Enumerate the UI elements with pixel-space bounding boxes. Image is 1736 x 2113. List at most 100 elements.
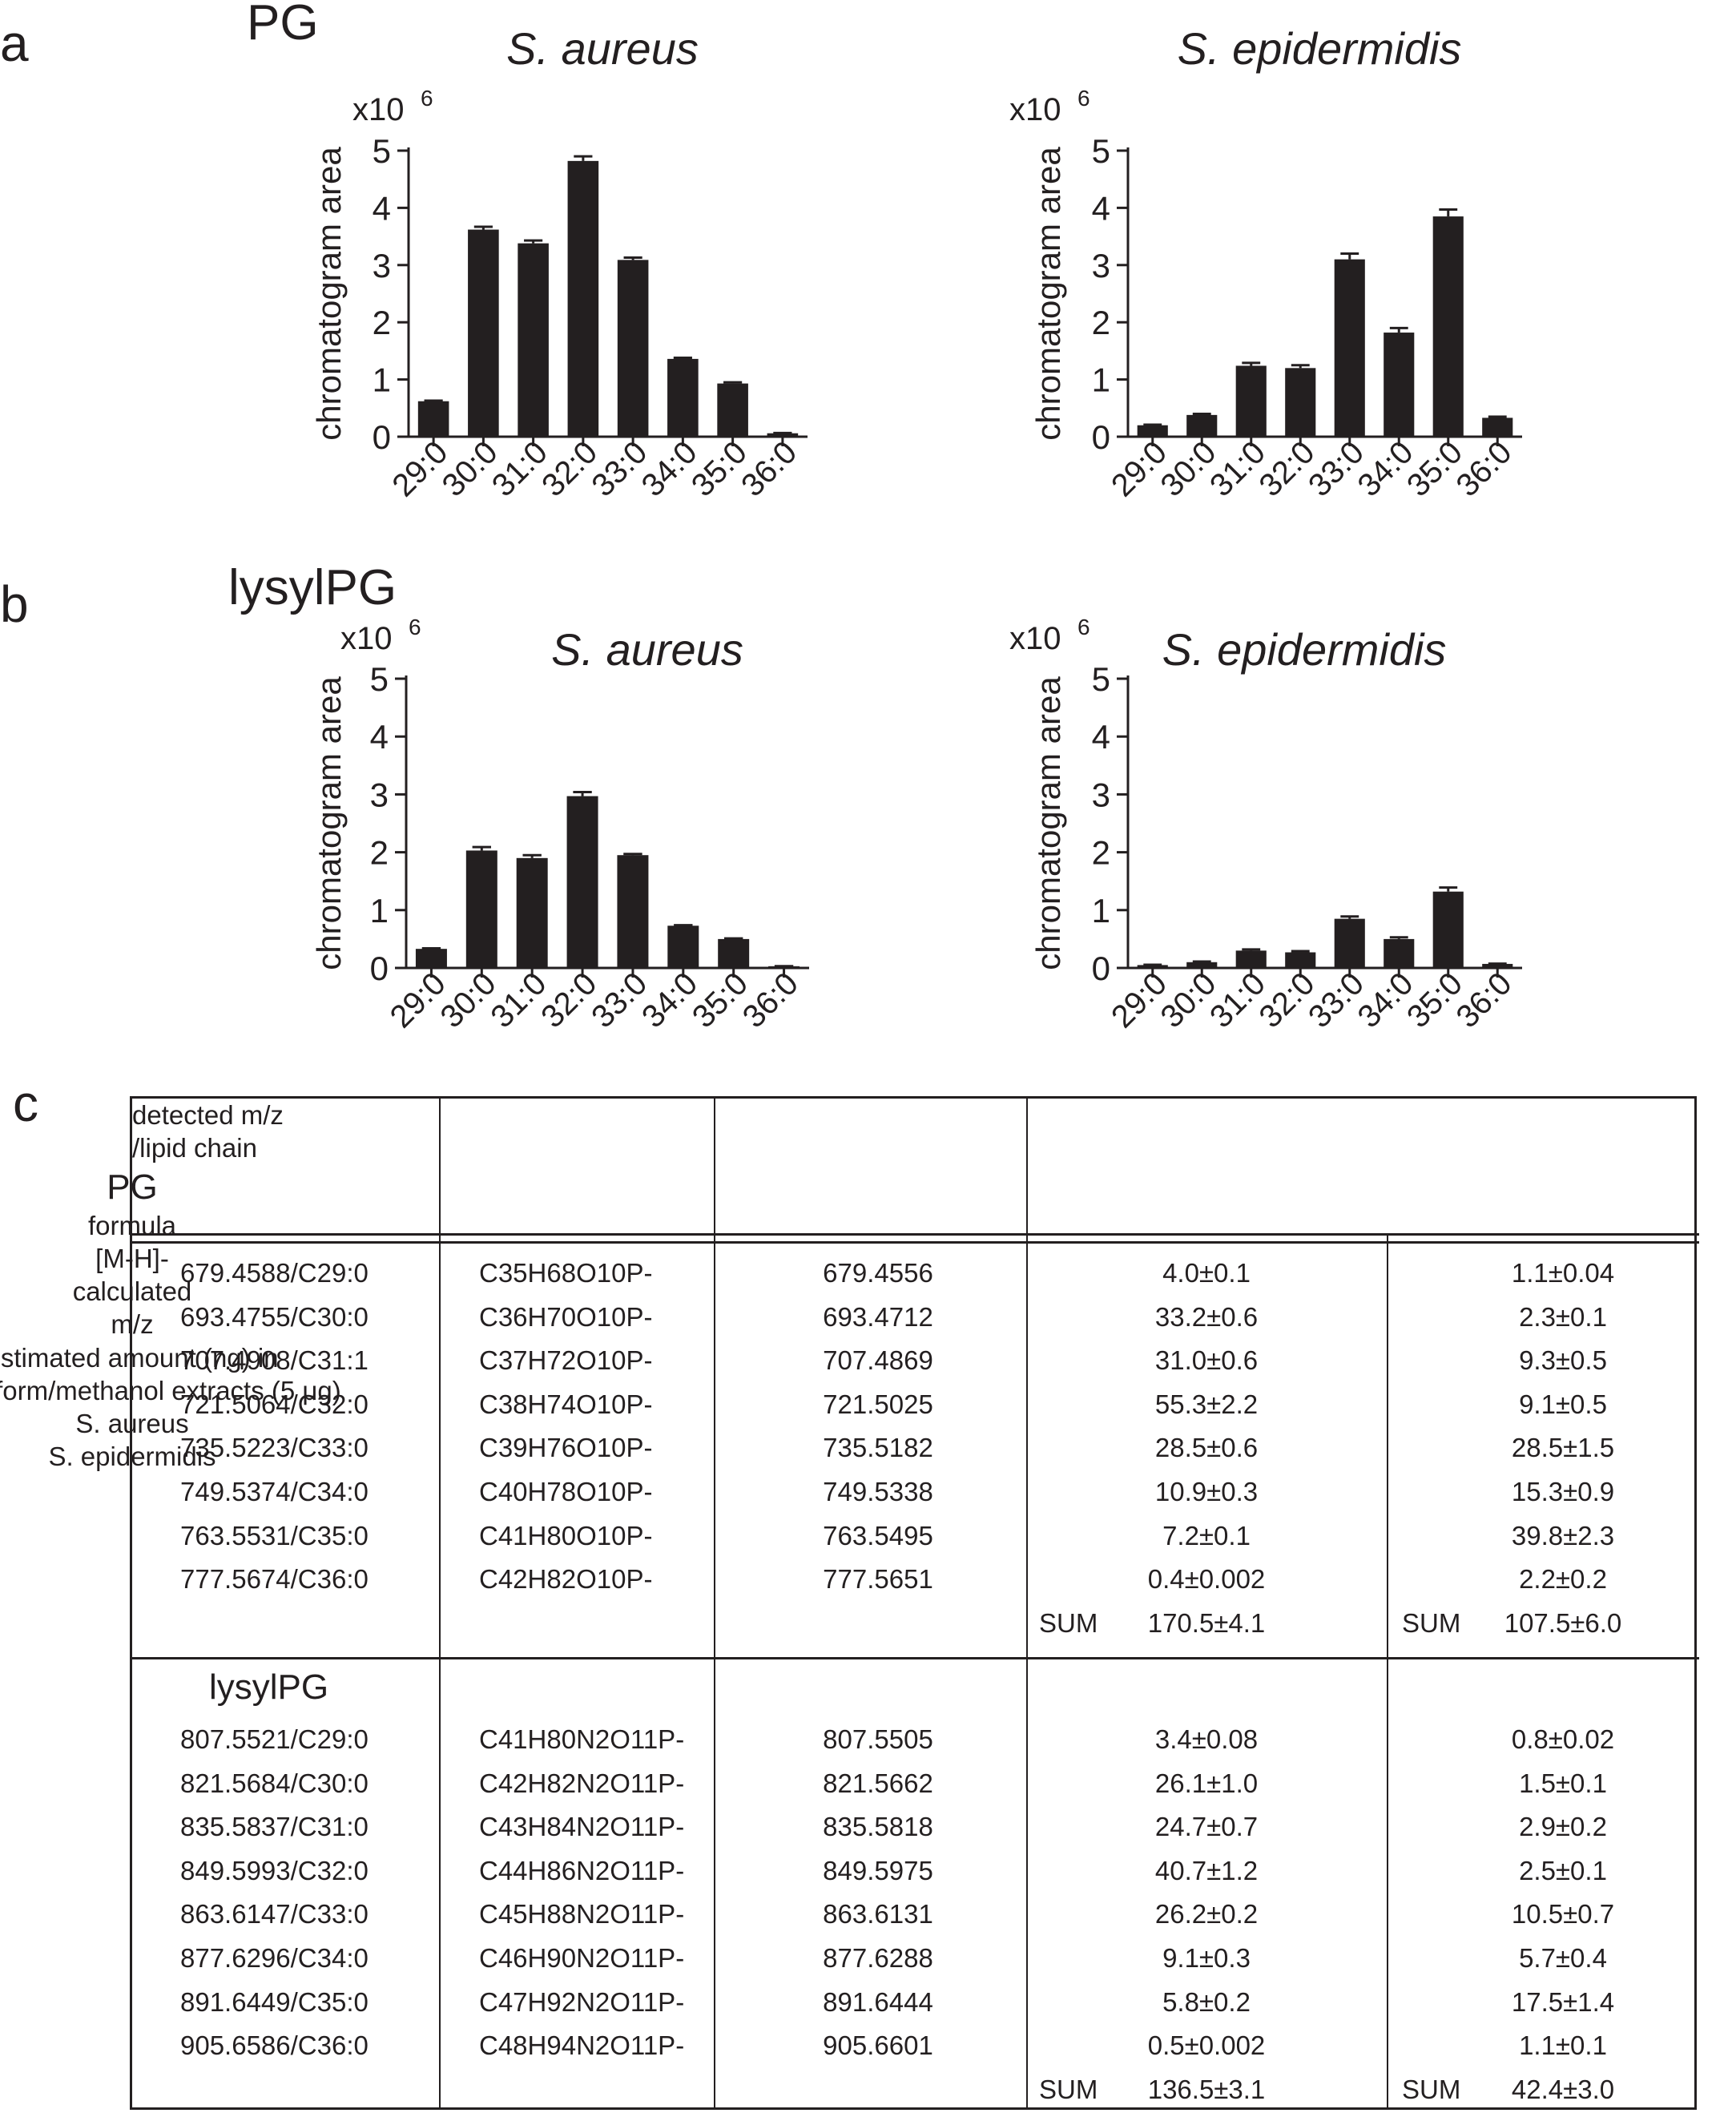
table-hline-header-1 [132,1233,1699,1236]
cell-sum-s-epidermidis: 107.5±6.0 [1504,1607,1622,1638]
cell-mz: 707.4908/C31:1 [180,1345,369,1376]
cell-s-aureus: 9.1±0.3 [1162,1943,1251,1973]
cell-s-aureus: 5.8±0.2 [1162,1986,1251,2017]
bar [1235,950,1267,968]
cell-s-aureus: 40.7±1.2 [1154,1855,1259,1885]
bar [567,160,599,438]
cell-s-epidermidis: 1.1±0.1 [1519,2030,1607,2061]
header-s-epidermidis: S. epidermidis [48,1442,216,1472]
cell-formula: C41H80O10P- [479,1520,653,1550]
bar [1137,425,1168,437]
y-tick-label: 0 [1092,418,1110,456]
y-scale-exponent: 6 [421,86,433,111]
cell-mz: 905.6586/C36:0 [180,2030,369,2061]
cell-calculated: 707.4869 [823,1345,933,1376]
cell-formula: C35H68O10P- [479,1258,653,1288]
header-calc-line1: calculated [72,1276,192,1306]
cell-s-aureus: 10.9±0.3 [1154,1477,1259,1506]
y-axis-label: chromatogram area [1029,147,1067,441]
chart-title: S. aureus [506,23,699,74]
table-hline-header-2 [132,1241,1699,1244]
y-tick-label: 4 [1092,189,1110,227]
y-tick-label: 3 [373,247,391,284]
panel-title-pg: PG [247,0,319,50]
cell-mz: 877.6296/C34:0 [180,1943,369,1973]
bar [617,855,649,968]
y-tick-label: 5 [370,660,389,698]
cell-mz: 821.5684/C30:0 [180,1768,369,1798]
bar [667,925,699,968]
cell-s-aureus: 55.3±2.2 [1154,1389,1259,1419]
cell-calculated: 763.5495 [823,1520,933,1550]
y-tick-label: 4 [1092,718,1110,756]
bar [415,949,447,968]
x-tick-label: 36:0 [1449,966,1518,1034]
y-scale-label: x10 [1009,621,1061,656]
cell-formula: C37H72O10P- [479,1345,653,1376]
bar [718,938,750,968]
cell-s-epidermidis: 1.1±0.04 [1511,1258,1615,1288]
cell-calculated: 693.4712 [823,1301,933,1332]
header-formula-line1: formula [87,1210,177,1240]
cell-mz: 693.4755/C30:0 [180,1301,369,1332]
y-scale-exponent: 6 [1077,615,1090,639]
cell-s-aureus: 4.0±0.1 [1162,1258,1251,1288]
cell-calculated: 807.5505 [823,1724,933,1754]
cell-s-epidermidis: 2.2±0.2 [1519,1564,1607,1595]
cell-mz: 807.5521/C29:0 [180,1724,369,1754]
bar [1482,963,1513,968]
bar [465,850,497,968]
chart-lysylpg-s-epidermidis: S. epidermidis x10 6 chromatogram area 0 1 2 3 4… [1009,615,1522,1034]
cell-calculated: 905.6601 [823,2030,933,2061]
cell-formula: C44H86N2O11P- [479,1855,685,1885]
cell-sum-s-aureus: 170.5±4.1 [1147,1607,1266,1638]
x-tick-label: 32:0 [534,966,603,1034]
panel-letter-b: b [0,575,29,633]
header-s-aureus: S. aureus [75,1409,189,1438]
x-tick-label: 30:0 [434,966,503,1034]
chart-pg-s-epidermidis: S. epidermidis x10 6 chromatogram area 0 1 2 3 4… [1009,23,1522,503]
bar [1482,417,1513,437]
panel-title-lysylpg: lysylPG [228,560,397,615]
cell-formula: C36H70O10P- [479,1301,653,1332]
cell-s-epidermidis: 15.3±0.9 [1511,1477,1615,1506]
cell-s-epidermidis: 9.1±0.5 [1519,1389,1607,1419]
cell-s-aureus: 3.4±0.08 [1154,1724,1259,1754]
bar [566,796,598,968]
header-calculated: calculated m/z [0,1275,913,1341]
chart-lysylpg-s-aureus: S. aureus x10 6 chromatogram area 0 1 2 3 4 5 29:0… [310,615,809,1034]
bar [516,857,548,968]
cell-formula: C39H76O10P- [479,1433,653,1463]
cell-mz: 777.5674/C36:0 [180,1564,369,1595]
x-tick-label: 31:0 [484,966,553,1034]
y-tick-label: 2 [1092,834,1110,872]
cell-s-aureus: 7.2±0.1 [1162,1520,1251,1550]
cell-s-aureus: 24.7±0.7 [1154,1812,1259,1842]
bar [1384,333,1415,437]
y-axis-label: chromatogram area [310,147,348,441]
header-detected-line1: detected m/z [132,1100,284,1130]
chart-title: S. epidermidis [1162,624,1447,675]
y-tick-label: 0 [373,418,391,456]
chart-title: S. aureus [551,624,743,675]
table-vline-3 [1026,1099,1028,2110]
panel-letter-a: a [0,14,29,72]
y-tick-label: 1 [370,892,389,929]
bar [1285,368,1316,437]
cell-s-epidermidis: 28.5±1.5 [1511,1433,1615,1463]
cell-formula: C43H84N2O11P- [479,1812,685,1842]
cell-s-epidermidis: 10.5±0.7 [1511,1899,1615,1930]
y-tick-label: 0 [1092,950,1110,987]
y-scale-label: x10 [352,92,405,127]
cell-s-epidermidis: 39.8±2.3 [1511,1520,1615,1550]
table-vline-4 [1387,1233,1388,2110]
x-tick-label: 33:0 [585,966,654,1034]
cell-sum-s-epidermidis: 42.4±3.0 [1511,2074,1615,2104]
cell-sum-label: SUM [1402,1607,1461,1638]
cell-s-aureus: 28.5±0.6 [1154,1433,1259,1463]
cell-formula: C42H82O10P- [479,1564,653,1595]
bar [417,401,449,437]
bar [1384,938,1415,968]
header-formula: formula [M-H]- [0,1209,913,1276]
header-calc-line2: m/z [111,1309,154,1340]
